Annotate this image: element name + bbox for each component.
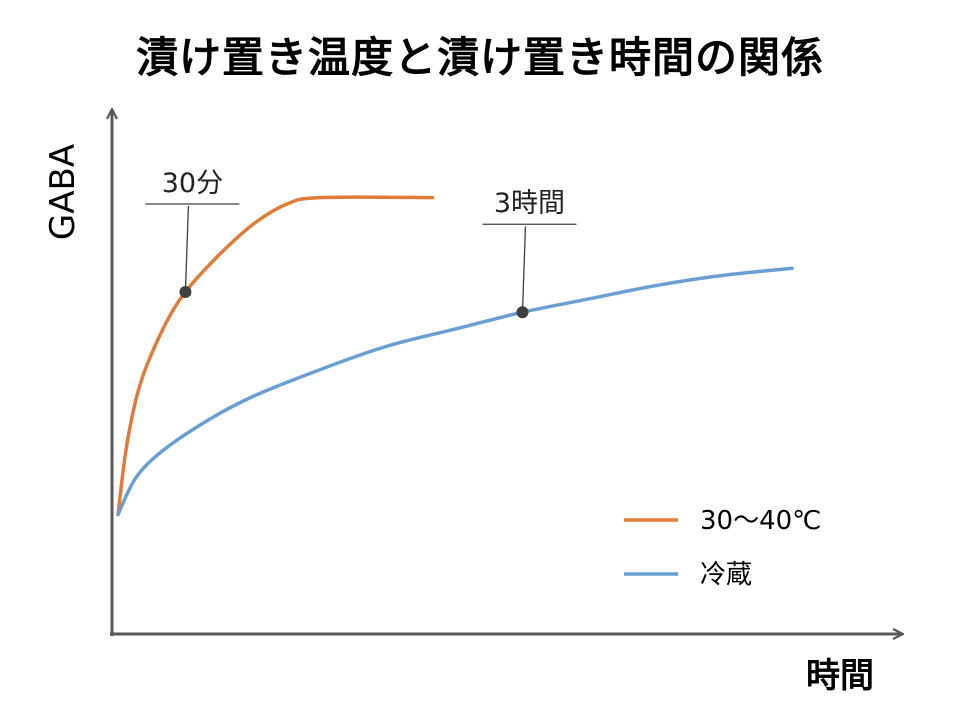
legend-label-0: 30～40℃ (700, 506, 821, 536)
annotation-leader-0 (184, 205, 190, 293)
legend-label-1: 冷蔵 (700, 560, 752, 590)
y-axis-label: GABA (43, 144, 83, 240)
annotation-label-0: 30分 (162, 168, 223, 199)
series-layer (116, 195, 794, 517)
annotation-point-0 (179, 286, 192, 298)
annotation-leader-1 (521, 226, 527, 313)
legend: 30～40℃ 冷蔵 (624, 506, 821, 590)
x-axis-label: 時間 (806, 656, 874, 696)
annotation-point-1 (516, 306, 529, 319)
annotation-layer: 30分 3時間 (145, 168, 577, 319)
annotation-label-1: 3時間 (494, 188, 565, 219)
chart-title: 漬け置き温度と漬け置き時間の関係 (135, 33, 824, 82)
series-line-0 (116, 195, 435, 517)
series-line-1 (116, 266, 794, 517)
